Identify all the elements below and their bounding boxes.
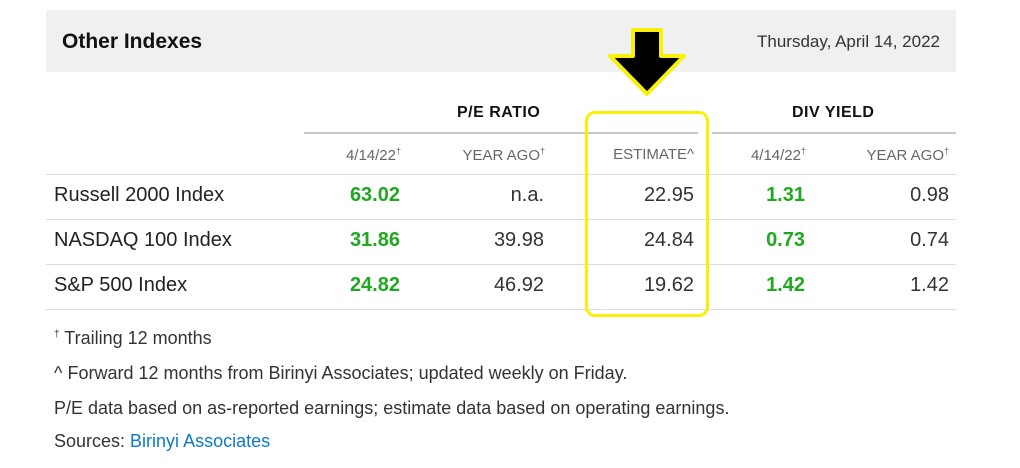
pe-current-value: 63.02: [349, 184, 400, 206]
group-underline-div: [712, 132, 956, 134]
sources-label: Sources:: [54, 431, 131, 451]
div-current-value: 0.73: [766, 229, 805, 251]
col-header-label: ESTIMATE^: [613, 146, 694, 163]
arrow-down-icon: [608, 28, 686, 96]
div-year-ago-value: 0.74: [910, 229, 949, 251]
group-header-div-yield: DIV YIELD: [792, 104, 875, 121]
dagger-mark: †: [54, 329, 60, 340]
pe-year-ago-value: n.a.: [510, 184, 544, 206]
row-divider: [46, 309, 956, 310]
div-year-ago-value: 0.98: [910, 184, 949, 206]
dagger-mark: †: [539, 146, 545, 156]
pe-estimate-value: 24.84: [643, 229, 694, 251]
col-header-pe-current: 4/14/22†: [346, 146, 401, 164]
footnote-sources: Sources: Birinyi Associates: [54, 431, 270, 452]
col-header-label: YEAR AGO: [462, 147, 540, 164]
footnote-pe-note: P/E data based on as-reported earnings; …: [54, 398, 730, 418]
pe-estimate-value: 19.62: [643, 274, 694, 296]
pe-year-ago-value: 39.98: [493, 229, 544, 251]
col-header-div-current: 4/14/22†: [751, 146, 806, 164]
table-header-bar: Other Indexes Thursday, April 14, 2022: [46, 10, 956, 72]
row-divider: [46, 264, 956, 265]
sources-link[interactable]: Birinyi Associates: [130, 431, 271, 451]
index-name: S&P 500 Index: [54, 274, 188, 296]
footnote-forward: ^ Forward 12 months from Birinyi Associa…: [54, 363, 628, 383]
pe-year-ago-value: 46.92: [493, 274, 544, 296]
estimate-highlight-box: [585, 111, 709, 317]
pe-current-value: 24.82: [349, 274, 400, 296]
col-header-label: 4/14/22: [345, 147, 396, 164]
page-title: Other Indexes: [62, 30, 203, 53]
pe-estimate-value: 22.95: [643, 184, 694, 206]
col-header-label: 4/14/22: [750, 147, 801, 164]
col-header-pe-estimate: ESTIMATE^: [613, 146, 694, 163]
dagger-mark: †: [943, 146, 949, 156]
div-current-value: 1.42: [766, 274, 805, 296]
div-current-value: 1.31: [766, 184, 805, 206]
group-underline-pe: [304, 132, 698, 134]
row-divider: [46, 174, 956, 175]
pe-current-value: 31.86: [349, 229, 400, 251]
header-date: Thursday, April 14, 2022: [756, 32, 940, 51]
dagger-mark: †: [800, 146, 806, 156]
dagger-mark: †: [395, 146, 401, 156]
col-header-div-year-ago: YEAR AGO†: [866, 146, 949, 164]
index-name: NASDAQ 100 Index: [54, 229, 232, 251]
footnote-trailing-text: Trailing 12 months: [64, 328, 212, 348]
div-year-ago-value: 1.42: [910, 274, 949, 296]
group-header-pe-ratio: P/E RATIO: [457, 104, 541, 121]
row-divider: [46, 219, 956, 220]
col-header-label: YEAR AGO: [866, 147, 944, 164]
col-header-pe-year-ago: YEAR AGO†: [462, 146, 545, 164]
index-name: Russell 2000 Index: [54, 184, 225, 206]
footnote-trailing: † Trailing 12 months: [54, 328, 212, 349]
